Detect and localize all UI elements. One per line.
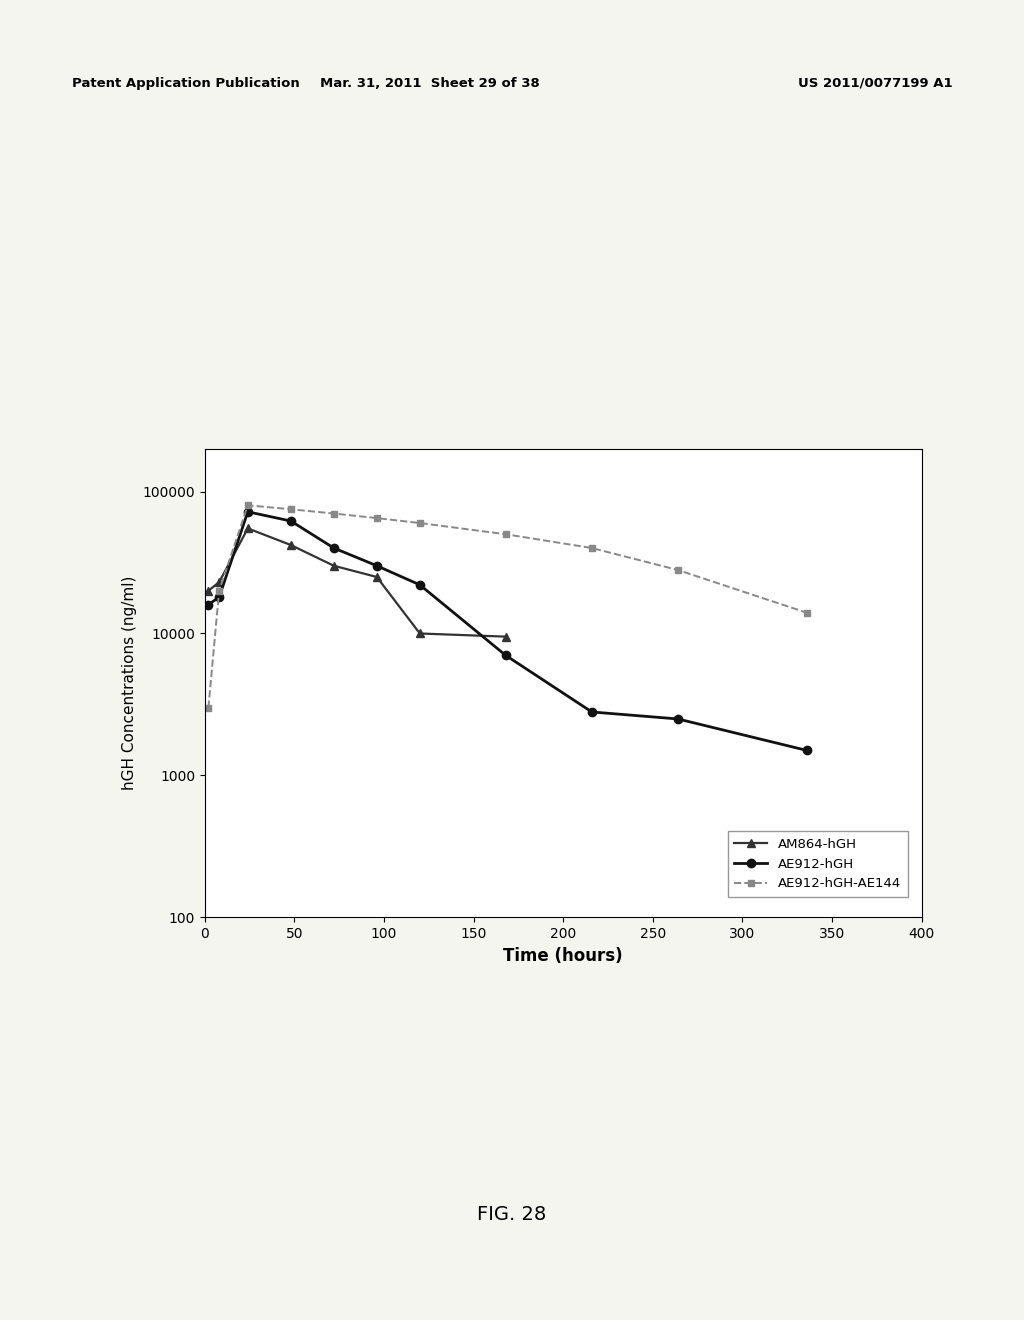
Text: Patent Application Publication: Patent Application Publication [72,77,299,90]
AE912-hGH-AE144 [371,510,383,525]
AM864-hGH [328,558,340,574]
AE912-hGH [672,711,684,727]
AM864-hGH [371,569,383,585]
AE912-hGH-AE144 [242,498,254,513]
Text: Mar. 31, 2011  Sheet 29 of 38: Mar. 31, 2011 Sheet 29 of 38 [321,77,540,90]
AM864-hGH [203,583,215,599]
AE912-hGH [500,648,512,664]
AE912-hGH-AE144 [801,605,813,620]
AE912-hGH [242,504,254,520]
AE912-hGH [213,589,225,605]
AM864-hGH [213,574,225,590]
AE912-hGH-AE144 [586,540,598,556]
AE912-hGH-AE144 [285,502,297,517]
AM864-hGH [285,537,297,553]
AE912-hGH [285,513,297,529]
AE912-hGH-AE144 [500,527,512,543]
Line: AE912-hGH-AE144: AE912-hGH-AE144 [205,502,810,711]
AE912-hGH-AE144 [414,515,426,531]
AE912-hGH [586,704,598,719]
AM864-hGH [414,626,426,642]
AM864-hGH [242,520,254,536]
AE912-hGH [371,558,383,574]
Legend: AM864-hGH, AE912-hGH, AE912-hGH-AE144: AM864-hGH, AE912-hGH, AE912-hGH-AE144 [728,832,908,896]
AE912-hGH [801,743,813,759]
AE912-hGH-AE144 [203,700,215,715]
AE912-hGH-AE144 [213,583,225,599]
AE912-hGH [414,577,426,593]
AE912-hGH-AE144 [672,562,684,578]
AE912-hGH [203,597,215,612]
AE912-hGH-AE144 [328,506,340,521]
AM864-hGH [500,628,512,644]
Text: US 2011/0077199 A1: US 2011/0077199 A1 [798,77,952,90]
Text: FIG. 28: FIG. 28 [477,1205,547,1224]
AE912-hGH [328,540,340,556]
X-axis label: Time (hours): Time (hours) [504,946,623,965]
Y-axis label: hGH Concentrations (ng/ml): hGH Concentrations (ng/ml) [122,576,137,791]
Line: AM864-hGH: AM864-hGH [204,524,510,640]
Line: AE912-hGH: AE912-hGH [204,508,811,755]
